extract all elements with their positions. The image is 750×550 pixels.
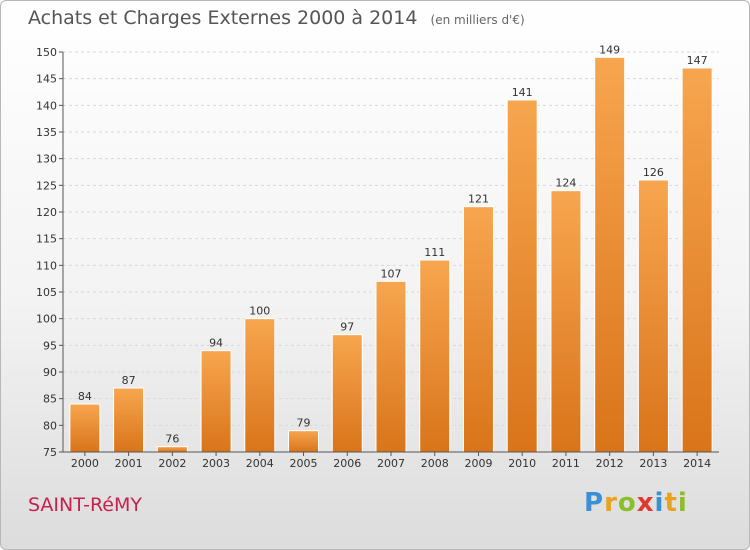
- brand-letter: x: [636, 488, 655, 518]
- x-tick-label: 2007: [377, 457, 405, 470]
- brand-letter: i: [654, 488, 665, 518]
- x-tick-label: 2014: [683, 457, 711, 470]
- bar: [200, 350, 232, 453]
- axes: 75 80 85 90 95 100 105 110 115 120 125 130 135 140 145…: [36, 46, 719, 470]
- y-tick-label: 140: [36, 99, 57, 112]
- bar-value-label: 124: [555, 177, 576, 190]
- brand-letter: r: [604, 488, 618, 518]
- bar: [375, 280, 407, 453]
- bar: [331, 334, 363, 453]
- x-tick-label: 2004: [246, 457, 274, 470]
- y-tick-label: 75: [43, 446, 57, 459]
- place-name: SAINT-RéMY: [28, 494, 142, 516]
- x-tick-label: 2009: [464, 457, 492, 470]
- bar-value-label: 107: [381, 267, 402, 280]
- x-tick-label: 2006: [333, 457, 361, 470]
- bar: [462, 206, 494, 453]
- y-tick-label: 115: [36, 233, 57, 246]
- brand-letter: t: [664, 488, 678, 518]
- y-tick-label: 110: [36, 259, 57, 272]
- bar-value-label: 94: [209, 337, 223, 350]
- y-tick-label: 120: [36, 206, 57, 219]
- bars: [69, 56, 713, 453]
- bar-value-label: 84: [78, 390, 92, 403]
- bar: [288, 430, 320, 453]
- x-tick-label: 2008: [421, 457, 449, 470]
- bar: [681, 67, 713, 453]
- x-tick-label: 2000: [71, 457, 99, 470]
- y-tick-label: 90: [43, 366, 57, 379]
- y-tick-label: 135: [36, 126, 57, 139]
- y-tick-label: 130: [36, 153, 57, 166]
- bar-value-label: 87: [122, 374, 136, 387]
- chart-title: Achats et Charges Externes 2000 à 2014: [28, 7, 418, 29]
- bar-value-label: 121: [468, 193, 489, 206]
- bar-value-label: 149: [599, 43, 620, 56]
- brand-logo: Proxiti: [584, 488, 688, 518]
- y-tick-label: 100: [36, 313, 57, 326]
- x-tick-label: 2005: [290, 457, 318, 470]
- value-labels: 84 87 76 94 100 79 97 107 111 121 141 124 149 126 147: [78, 43, 708, 445]
- bar-value-label: 126: [643, 166, 664, 179]
- bar: [69, 403, 101, 453]
- bar-value-label: 141: [512, 86, 533, 99]
- bar: [244, 318, 276, 453]
- bar: [156, 446, 188, 453]
- y-tick-label: 150: [36, 46, 57, 59]
- bar-value-label: 111: [424, 246, 445, 259]
- y-tick-label: 145: [36, 73, 57, 86]
- x-tick-label: 2002: [158, 457, 186, 470]
- title-row: Achats et Charges Externes 2000 à 2014 (…: [28, 7, 525, 29]
- y-tick-label: 105: [36, 286, 57, 299]
- x-tick-label: 2012: [596, 457, 624, 470]
- bar: [419, 259, 451, 453]
- y-tick-label: 80: [43, 419, 57, 432]
- bar-value-label: 147: [687, 54, 708, 67]
- x-tick-label: 2010: [508, 457, 536, 470]
- bar: [550, 190, 582, 453]
- bar-value-label: 76: [165, 433, 179, 446]
- brand-letter: P: [584, 488, 605, 518]
- y-tick-label: 85: [43, 393, 57, 406]
- bar: [506, 99, 538, 453]
- brand-letter: o: [617, 488, 637, 518]
- brand-letter: i: [677, 488, 688, 518]
- x-tick-label: 2011: [552, 457, 580, 470]
- bar: [113, 387, 145, 453]
- x-tick-label: 2001: [115, 457, 143, 470]
- bar-value-label: 100: [249, 305, 270, 318]
- chart-subtitle: (en milliers d'€): [430, 13, 525, 27]
- bar: [594, 56, 626, 453]
- bar-value-label: 97: [340, 321, 354, 334]
- x-tick-label: 2013: [639, 457, 667, 470]
- y-tick-label: 125: [36, 179, 57, 192]
- x-tick-label: 2003: [202, 457, 230, 470]
- y-tick-label: 95: [43, 339, 57, 352]
- bar: [637, 179, 669, 453]
- bar-value-label: 79: [297, 417, 311, 430]
